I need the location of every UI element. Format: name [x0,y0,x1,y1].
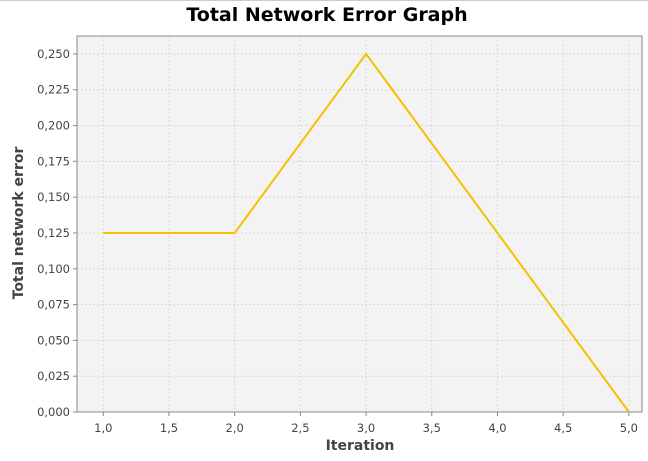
y-tick-label: 0,150 [37,190,70,204]
x-tick-label: 4,5 [554,421,572,435]
grid-lines [77,36,642,413]
x-tick-label: 1,5 [160,421,178,435]
y-tick-label: 0,050 [37,333,70,347]
axes [73,35,643,416]
chart-title: Total Network Error Graph [186,4,467,26]
x-tick-label: 3,5 [423,421,441,435]
series-layer [103,52,630,413]
plot-border [76,35,643,413]
y-tick-label: 0,125 [37,226,70,240]
x-tick-label: 1,0 [94,421,112,435]
y-tick-label: 0,250 [37,47,70,61]
tick-labels: 1,0 1,5 2,0 2,5 3,0 3,5 4,0 4,5 5,0 0,000 0,025 0,0… [37,47,638,435]
y-tick-label: 0,175 [37,154,70,168]
x-axis-label: Iteration [326,438,395,454]
y-tick-label: 0,225 [37,83,70,97]
x-tick-label: 2,5 [291,421,309,435]
y-axis-label: Total network error [11,147,27,300]
plot-area [77,36,642,412]
top-border [0,0,648,1]
x-tick-label: 2,0 [226,421,244,435]
y-tick-label: 0,075 [37,298,70,312]
y-tick-label: 0,200 [37,119,70,133]
y-tick-label: 0,000 [37,405,70,419]
x-tick-label: 3,0 [357,421,375,435]
y-tick-label: 0,100 [37,262,70,276]
x-tick-label: 4,0 [488,421,506,435]
x-tick-label: 5,0 [620,421,638,435]
y-tick-label: 0,025 [37,369,70,383]
